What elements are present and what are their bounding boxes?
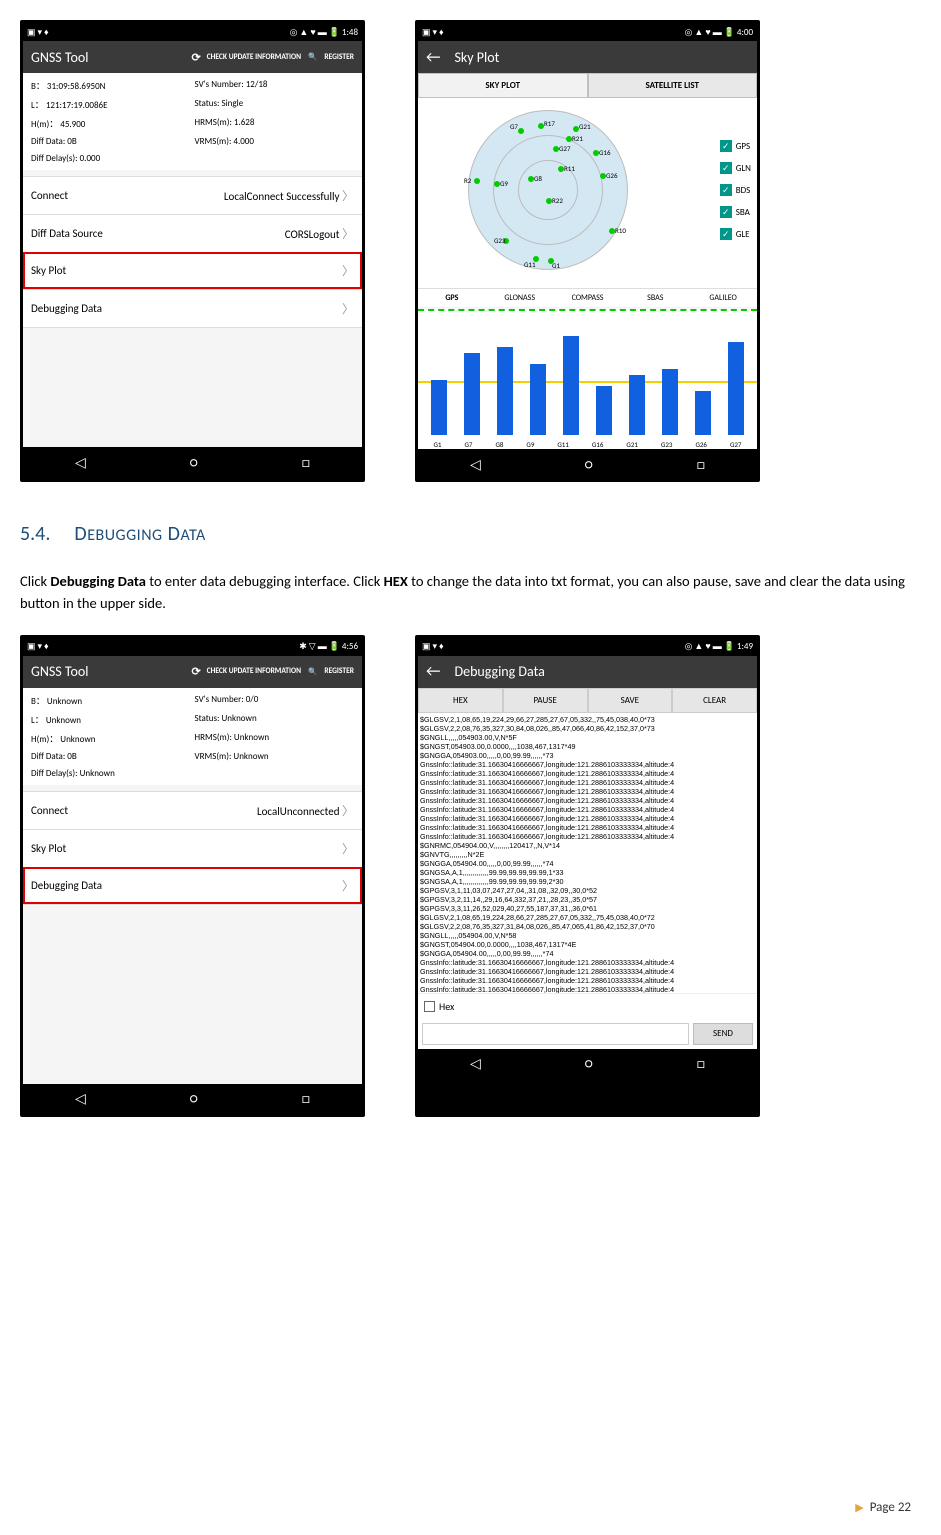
status-bar: ▣▾♦ ✱▽▬🔋4:56: [23, 638, 362, 656]
send-button[interactable]: SEND: [693, 1023, 753, 1045]
hex-label: Hex: [439, 1000, 454, 1013]
save-button[interactable]: SAVE: [588, 688, 673, 713]
clear-button[interactable]: CLEAR: [672, 688, 757, 713]
info-vrms: VRMS(m): 4.000: [195, 136, 355, 147]
tab-compass[interactable]: COMPASS: [554, 289, 622, 307]
back-icon[interactable]: ◁: [470, 1055, 481, 1072]
sky-plot-item[interactable]: Sky Plot 〉: [23, 829, 362, 867]
home-icon[interactable]: ○: [585, 1055, 593, 1072]
app-bar: GNSS Tool ⟳ CHECK UPDATE INFORMATION 🔍 R…: [23, 41, 362, 73]
status-time: 4:56: [342, 641, 358, 652]
chevron-icon: 〉: [342, 190, 354, 204]
screenshot-row-2: ▣▾♦ ✱▽▬🔋4:56 GNSS Tool ⟳ CHECK UPDATE IN…: [20, 635, 921, 1117]
back-icon[interactable]: ◁: [75, 1090, 86, 1107]
chevron-icon: 〉: [342, 228, 354, 242]
tab-satellite-list[interactable]: SATELLITE LIST: [588, 73, 758, 98]
connect-item[interactable]: Connect LocalUnconnected 〉: [23, 791, 362, 829]
status-time: 1:49: [737, 641, 753, 652]
hex-checkbox[interactable]: [424, 1001, 435, 1012]
diff-source-item[interactable]: Diff Data Source CORSLogout 〉: [23, 214, 362, 252]
body-paragraph: Click Debugging Data to enter data debug…: [20, 571, 921, 615]
chevron-icon: 〉: [342, 805, 354, 819]
recent-icon[interactable]: □: [697, 1055, 705, 1072]
refresh-icon[interactable]: ⟳: [191, 665, 200, 678]
section-title: DEBUGGING DATA: [74, 522, 205, 546]
info-diff: Diff Data: 0B: [31, 136, 191, 147]
phone-gnss-tool: ▣▾♦ ◎▲♥▬🔋1:48 GNSS Tool ⟳ CHECK UPDATE I…: [20, 20, 365, 482]
check-update-action[interactable]: CHECK UPDATE INFORMATION: [207, 53, 301, 62]
back-icon[interactable]: ◁: [470, 456, 481, 473]
tab-glonass[interactable]: GLONASS: [486, 289, 554, 307]
tab-gps[interactable]: GPS: [418, 289, 486, 307]
tab-sbas[interactable]: SBAS: [621, 289, 689, 307]
refresh-icon[interactable]: ⟳: [191, 51, 200, 64]
recent-icon[interactable]: □: [302, 454, 310, 471]
chevron-icon: 〉: [342, 877, 354, 894]
android-nav: ◁ ○ □: [418, 1049, 757, 1079]
phone-gnss-tool-2: ▣▾♦ ✱▽▬🔋4:56 GNSS Tool ⟳ CHECK UPDATE IN…: [20, 635, 365, 1117]
android-nav: ◁ ○ □: [23, 447, 362, 477]
debugging-data-item[interactable]: Debugging Data 〉: [23, 867, 362, 904]
info-l: L： 121:17:19.0086E: [31, 98, 191, 111]
info-delay: Diff Delay(s): 0.000: [31, 153, 191, 164]
satellite-system-tabs: GPS GLONASS COMPASS SBAS GALILEO: [418, 288, 757, 307]
home-icon[interactable]: ○: [190, 454, 198, 471]
app-bar: GNSS Tool ⟳ CHECK UPDATE INFORMATION 🔍 R…: [23, 656, 362, 688]
info-grid: B： Unknown SV's Number: 0/0 L： Unknown S…: [23, 688, 362, 785]
recent-icon[interactable]: □: [302, 1090, 310, 1107]
status-bar: ▣▾♦ ◎▲♥▬🔋1:48: [23, 23, 362, 41]
page-footer: ▶ Page 22: [855, 1500, 911, 1515]
status-time: 1:48: [342, 27, 358, 38]
chevron-icon: 〉: [342, 300, 354, 317]
pause-button[interactable]: PAUSE: [503, 688, 588, 713]
connect-item[interactable]: Connect LocalConnect Successfully 〉: [23, 176, 362, 214]
app-bar: ← Sky Plot: [418, 41, 757, 73]
page-footer-icon: ▶: [855, 1501, 863, 1514]
check-update-action[interactable]: CHECK UPDATE INFORMATION: [207, 667, 301, 676]
snr-bar-chart: G1G7G8G9G11G16G21G23G26G27: [418, 309, 757, 449]
info-grid: B： 31:09:58.6950N SV's Number: 12/18 L： …: [23, 73, 362, 170]
section-number: 5.4.: [20, 522, 50, 546]
screenshot-row-1: ▣▾♦ ◎▲♥▬🔋1:48 GNSS Tool ⟳ CHECK UPDATE I…: [20, 20, 921, 482]
send-input[interactable]: [422, 1023, 689, 1045]
info-h: H(m)： 45.900: [31, 117, 191, 130]
legend-checks: ✓GPS ✓GLN ✓BDS ✓SBA ✓GLE: [720, 140, 751, 250]
status-bar: ▣▾♦ ◎▲♥▬🔋4:00: [418, 23, 757, 41]
sky-plot-item[interactable]: Sky Plot 〉: [23, 252, 362, 289]
section-heading: 5.4. DEBUGGING DATA: [20, 522, 921, 546]
info-sv: SV's Number: 12/18: [195, 79, 355, 92]
back-icon[interactable]: ◁: [75, 454, 86, 471]
back-arrow-icon[interactable]: ←: [426, 48, 440, 67]
app-bar: ← Debugging Data: [418, 656, 757, 688]
back-arrow-icon[interactable]: ←: [426, 662, 440, 681]
hex-button[interactable]: HEX: [418, 688, 503, 713]
phone-debugging-data: ▣▾♦ ◎▲♥▬🔋1:49 ← Debugging Data HEX PAUSE…: [415, 635, 760, 1117]
chevron-icon: 〉: [342, 840, 354, 857]
recent-icon[interactable]: □: [697, 456, 705, 473]
home-icon[interactable]: ○: [585, 456, 593, 473]
tab-galileo[interactable]: GALILEO: [689, 289, 757, 307]
register-action[interactable]: REGISTER: [324, 53, 354, 62]
android-nav: ◁ ○ □: [23, 1084, 362, 1114]
app-title: Sky Plot: [454, 49, 499, 66]
info-b: B： 31:09:58.6950N: [31, 79, 191, 92]
home-icon[interactable]: ○: [190, 1090, 198, 1107]
register-action[interactable]: REGISTER: [324, 667, 354, 676]
tab-sky-plot[interactable]: SKY PLOT: [418, 73, 588, 98]
app-title: GNSS Tool: [31, 663, 88, 680]
status-bar: ▣▾♦ ◎▲♥▬🔋1:49: [418, 638, 757, 656]
info-hrms: HRMS(m): 1.628: [195, 117, 355, 130]
debugging-data-item[interactable]: Debugging Data 〉: [23, 289, 362, 327]
chevron-icon: 〉: [342, 262, 354, 279]
status-time: 4:00: [737, 27, 753, 38]
sky-plot-chart: R17 G7 G21 R21 G27 G16 R11 G26 G8 G9 R2 …: [418, 98, 757, 288]
app-title: Debugging Data: [454, 663, 544, 680]
info-status: Status: Single: [195, 98, 355, 111]
android-nav: ◁ ○ □: [418, 449, 757, 479]
page-number: Page 22: [870, 1500, 911, 1515]
phone-sky-plot: ▣▾♦ ◎▲♥▬🔋4:00 ← Sky Plot SKY PLOT SATELL…: [415, 20, 760, 482]
debug-log: $GLGSV,2,1,08,65,19,224,29,66,27,285,27,…: [418, 713, 757, 993]
app-title: GNSS Tool: [31, 49, 88, 66]
